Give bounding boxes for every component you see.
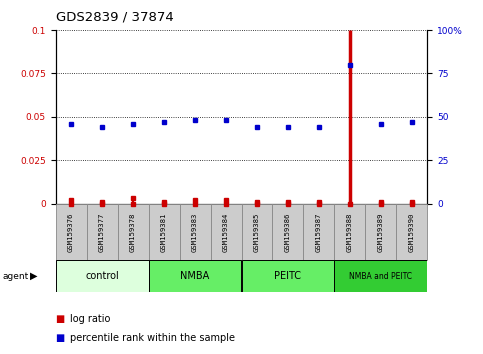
Bar: [56, 260, 149, 292]
Text: log ratio: log ratio: [70, 314, 111, 324]
Bar: [303, 204, 334, 260]
Bar: [366, 204, 397, 260]
Text: GSM159387: GSM159387: [316, 212, 322, 252]
Text: agent: agent: [2, 272, 28, 281]
Text: GSM159383: GSM159383: [192, 212, 198, 252]
Bar: [272, 204, 303, 260]
Bar: [149, 204, 180, 260]
Text: GDS2839 / 37874: GDS2839 / 37874: [56, 11, 173, 24]
Text: ■: ■: [56, 314, 68, 324]
Text: control: control: [85, 271, 119, 281]
Text: ▶: ▶: [30, 271, 38, 281]
Text: GSM159378: GSM159378: [130, 212, 136, 252]
Bar: [56, 204, 86, 260]
Bar: [117, 204, 149, 260]
Bar: [242, 260, 334, 292]
Text: PEITC: PEITC: [274, 271, 301, 281]
Bar: [149, 260, 242, 292]
Text: GSM159389: GSM159389: [378, 212, 384, 252]
Bar: [334, 260, 427, 292]
Text: NMBA and PEITC: NMBA and PEITC: [350, 272, 412, 281]
Text: ■: ■: [56, 333, 68, 343]
Bar: [242, 204, 272, 260]
Text: GSM159386: GSM159386: [285, 212, 291, 252]
Bar: [86, 204, 117, 260]
Text: GSM159376: GSM159376: [68, 212, 74, 252]
Text: GSM159381: GSM159381: [161, 212, 167, 252]
Bar: [211, 204, 242, 260]
Text: NMBA: NMBA: [180, 271, 210, 281]
Text: GSM159388: GSM159388: [347, 212, 353, 252]
Bar: [180, 204, 211, 260]
Bar: [334, 204, 366, 260]
Text: GSM159377: GSM159377: [99, 212, 105, 252]
Text: GSM159384: GSM159384: [223, 212, 229, 252]
Text: GSM159390: GSM159390: [409, 212, 415, 252]
Text: GSM159385: GSM159385: [254, 212, 260, 252]
Text: percentile rank within the sample: percentile rank within the sample: [70, 333, 235, 343]
Bar: [397, 204, 427, 260]
